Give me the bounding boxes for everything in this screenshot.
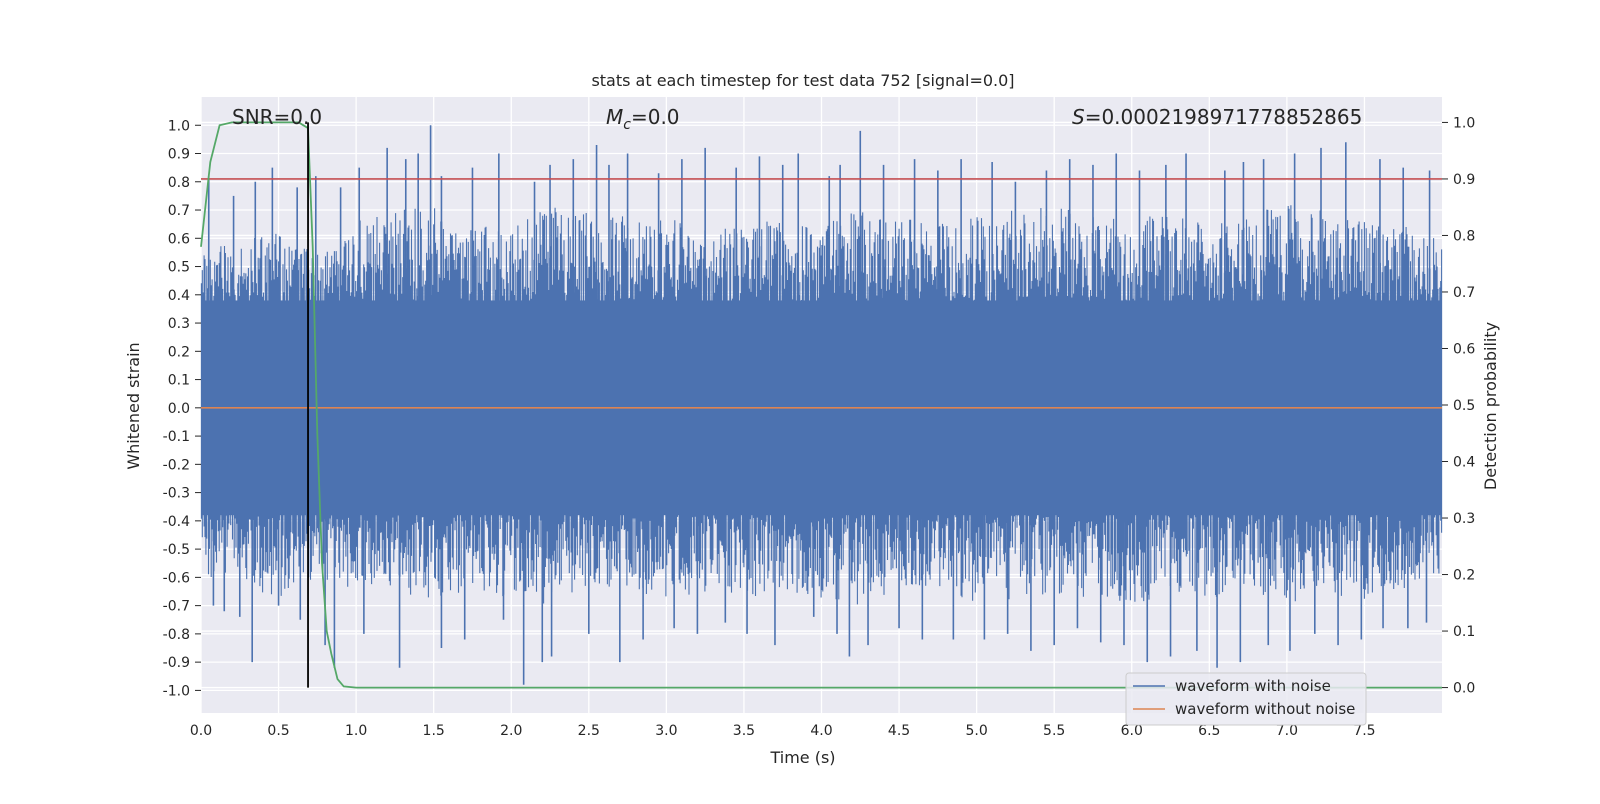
y-left-tick-label: 0.3 [168,316,190,332]
y-left-tick-label: -0.8 [163,627,190,643]
x-tick-label: 7.0 [1276,723,1298,739]
y-right-tick-label: 0.9 [1453,172,1475,188]
y-right-tick-label: 0.3 [1453,511,1475,527]
y-left-tick-label: -0.5 [163,542,190,558]
mc-subscript: c [623,117,631,133]
y-left-tick-label: 0.2 [168,344,190,360]
y-right-tick-label: 0.1 [1453,624,1475,640]
y-right-tick-label: 0.6 [1453,341,1475,357]
x-tick-label: 5.0 [965,723,987,739]
legend-label-noise: waveform with noise [1175,677,1331,695]
s-annotation: S=0.0002198971778852865 [1072,105,1362,129]
detection-probability-line [200,121,1442,689]
x-tick-label: 1.5 [423,723,445,739]
series-layer [200,121,1443,689]
y-left-tick-label: 0.4 [168,288,190,304]
x-tick-label: 2.5 [578,723,600,739]
snr-annotation: SNR=0.0 [232,105,322,129]
y-right-tick-label: 1.0 [1453,115,1475,131]
x-tick-label: 2.0 [500,723,522,739]
y-left-tick-label: 0.0 [168,401,190,417]
y-left-tick-label: 0.7 [168,203,190,219]
noise-envelope [200,205,1443,605]
x-tick-label: 5.5 [1043,723,1065,739]
y-left-tick-label: -0.7 [163,599,190,615]
axes-layer: 0.0 0.5 1.0 1.5 2.0 2.5 3.0 3.5 4.0 4.5 5.0 5.5 6.0 6… [163,115,1476,739]
x-tick-label: 7.5 [1353,723,1375,739]
y-right-tick-label: 0.8 [1453,228,1475,244]
y-left-tick-label: -1.0 [163,683,190,699]
y-right-tick-label: 0.5 [1453,398,1475,414]
x-tick-label: 4.0 [810,723,832,739]
s-value: =0.0002198971778852865 [1085,105,1363,129]
y-left-tick-label: -0.1 [163,429,190,445]
mc-symbol: M [606,105,623,129]
legend-box [1125,672,1367,726]
y-left-tick-label: -0.3 [163,486,190,502]
y-left-tick-label: -0.4 [163,514,190,530]
x-tick-label: 0.0 [190,723,212,739]
x-tick-label: 3.5 [733,723,755,739]
x-tick-label: 0.5 [267,723,289,739]
x-tick-label: 1.0 [345,723,367,739]
y-axis-label-left: Whitened strain [124,342,143,469]
y-left-tick-label: -0.6 [163,570,190,586]
y-left-tick-label: -0.2 [163,457,190,473]
y-right-tick-label: 0.7 [1453,285,1475,301]
x-tick-label: 4.5 [888,723,910,739]
mc-annotation: Mc=0.0 [606,105,680,133]
mc-value: =0.0 [631,105,680,129]
y-right-tick-label: 0.4 [1453,455,1475,471]
y-left-tick-label: 0.6 [168,231,190,247]
x-tick-label: 3.0 [655,723,677,739]
y-left-tick-label: 1.0 [168,118,190,134]
x-axis-label: Time (s) [769,748,835,767]
y-left-tick-label: 0.9 [168,147,190,163]
s-symbol: S [1072,105,1085,129]
x-tick-label: 6.5 [1198,723,1220,739]
y-left-tick-label: 0.1 [168,373,190,389]
chart-title: stats at each timestep for test data 752… [591,71,1014,90]
x-tick-label: 6.0 [1121,723,1143,739]
y-right-tick-label: 0.0 [1453,681,1475,697]
legend: waveform with noise waveform without noi… [1125,672,1367,726]
y-left-tick-label: -0.9 [163,655,190,671]
y-axis-label-right: Detection probability [1481,322,1500,490]
y-left-tick-label: 0.8 [168,175,190,191]
legend-label-clean: waveform without noise [1175,700,1355,718]
y-left-tick-label: 0.5 [168,260,190,276]
y-right-tick-label: 0.2 [1453,568,1475,584]
